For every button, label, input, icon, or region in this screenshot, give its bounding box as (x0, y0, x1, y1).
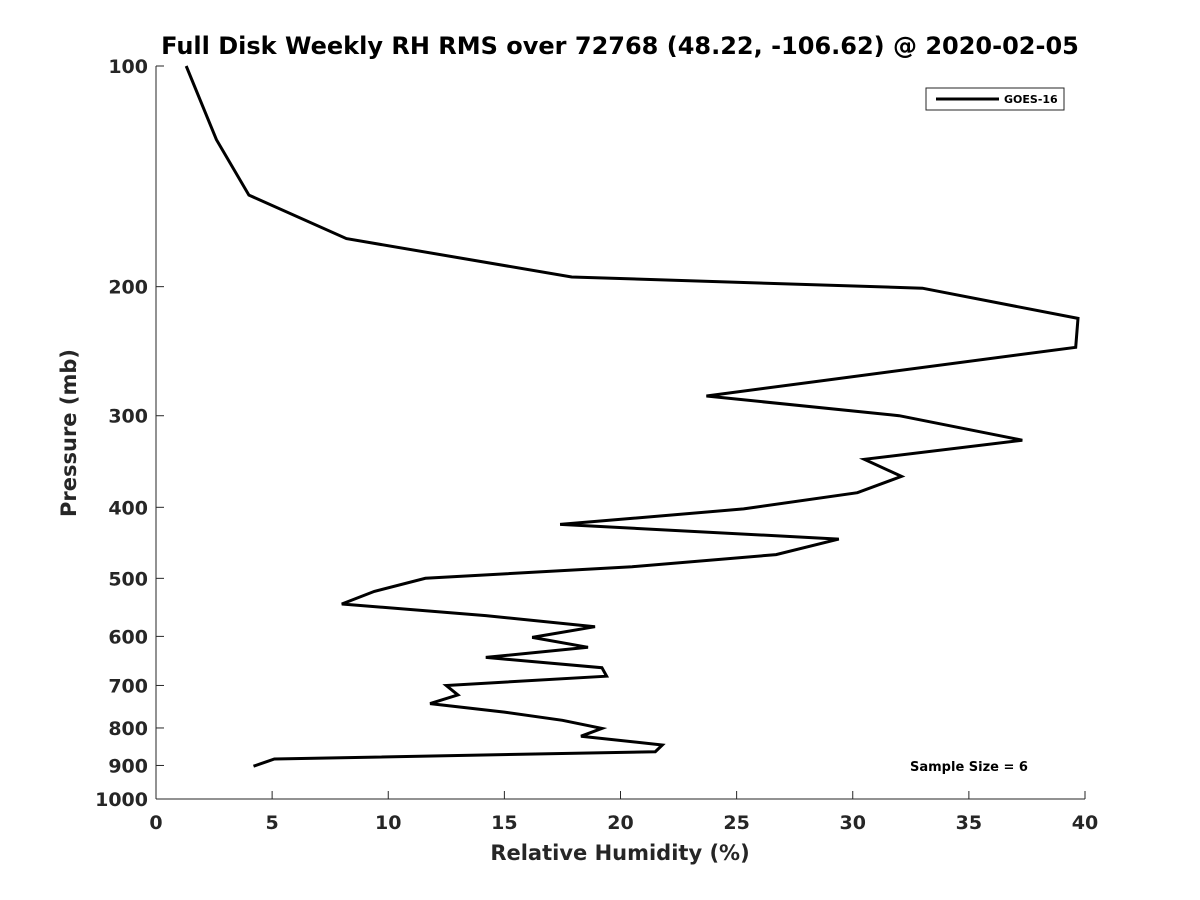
x-tick-label: 5 (266, 812, 279, 834)
y-tick-label: 600 (108, 626, 148, 648)
series-line (184, 65, 1080, 768)
y-tick-label: 300 (108, 406, 148, 428)
y-tick-label: 500 (108, 568, 148, 590)
chart-title: Full Disk Weekly RH RMS over 72768 (48.2… (161, 32, 1079, 60)
x-tick-label: 15 (491, 812, 517, 834)
legend: GOES-16 (925, 87, 1065, 111)
y-tick-label: 100 (108, 56, 148, 78)
x-tick-label: 20 (607, 812, 633, 834)
x-tick-label: 10 (375, 812, 401, 834)
sample-size-annotation: Sample Size = 6 (910, 760, 1028, 775)
x-ticks: 0 5 10 15 20 25 30 35 40 (149, 791, 1098, 834)
y-tick-label: 900 (108, 755, 148, 777)
y-tick-label: 1000 (95, 789, 148, 811)
y-tick-label: 200 (108, 277, 148, 299)
y-tick-label: 400 (108, 497, 148, 519)
y-axis-label: Pressure (mb) (57, 349, 81, 517)
x-tick-label: 25 (723, 812, 749, 834)
y-tick-label: 800 (108, 718, 148, 740)
x-tick-label: 30 (840, 812, 866, 834)
series-layer (184, 65, 1080, 768)
x-tick-label: 35 (956, 812, 982, 834)
x-tick-label: 0 (149, 812, 162, 834)
y-ticks: 100 200 300 400 500 600 700 800 900 1000 (95, 56, 164, 811)
x-tick-label: 40 (1072, 812, 1098, 834)
y-tick-label: 700 (108, 675, 148, 697)
x-axis-label: Relative Humidity (%) (490, 841, 749, 865)
legend-label: GOES-16 (1004, 93, 1058, 106)
